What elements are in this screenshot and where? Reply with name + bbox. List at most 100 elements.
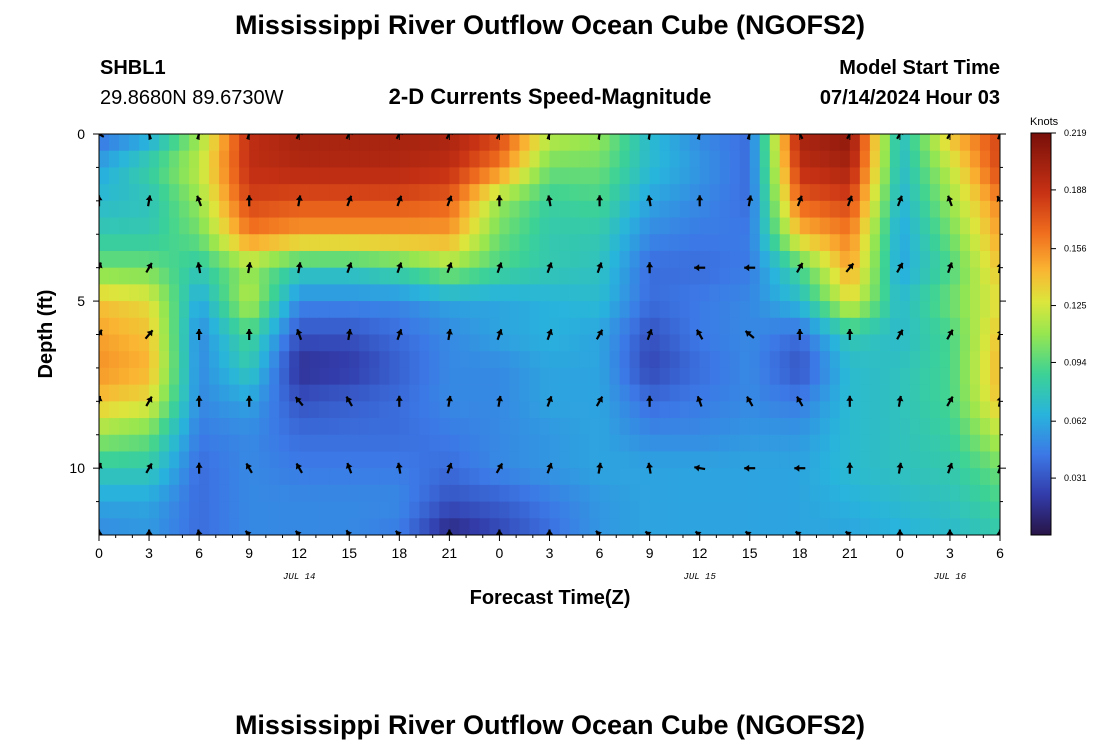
heat-cell	[799, 351, 811, 369]
heat-cell	[989, 451, 1000, 469]
heat-cell	[139, 451, 150, 469]
heat-cell	[209, 367, 220, 386]
heat-cell	[659, 134, 671, 152]
heat-cell	[329, 418, 340, 436]
arrow-head	[146, 463, 153, 470]
heat-cell	[409, 134, 420, 152]
heat-cell	[839, 150, 851, 169]
heat-cell	[799, 250, 811, 269]
heat-cell	[559, 501, 571, 519]
heat-cell	[289, 451, 300, 469]
heat-cell	[209, 384, 220, 402]
x-tick-label: 12	[692, 545, 708, 561]
heat-cell	[659, 184, 671, 202]
heat-cell	[879, 184, 891, 202]
heat-cell	[849, 150, 861, 169]
heat-cell	[539, 468, 551, 486]
heat-cell	[739, 434, 751, 453]
heat-cell	[219, 301, 230, 319]
heat-cell	[119, 451, 130, 469]
arrow-head	[896, 195, 904, 202]
arrow-head	[596, 195, 604, 201]
heat-cell	[879, 217, 891, 235]
heat-cell	[519, 234, 531, 252]
heat-cell	[839, 518, 851, 535]
heat-cell	[869, 518, 881, 535]
current-arrow	[446, 195, 453, 207]
heat-cell	[399, 468, 410, 486]
heat-cell	[819, 384, 831, 402]
main-title: Mississippi River Outflow Ocean Cube (NG…	[234, 10, 866, 40]
heat-cell	[459, 217, 471, 235]
heat-cell	[249, 234, 260, 252]
heat-cell	[759, 200, 771, 219]
current-arrow	[996, 262, 1000, 274]
heat-cell	[679, 134, 691, 152]
heat-cell	[109, 418, 120, 436]
heat-cell	[669, 167, 681, 185]
heat-cell	[609, 367, 621, 386]
heat-cell	[129, 234, 140, 252]
heat-cell	[309, 167, 320, 185]
heat-cell	[199, 284, 210, 302]
arrow-shaft	[896, 134, 902, 140]
heat-cell	[909, 384, 921, 402]
heat-cell	[849, 250, 861, 269]
colorbar-tick-label: 0.156	[1064, 244, 1087, 254]
heat-cell	[649, 217, 661, 235]
heat-cell	[719, 150, 731, 169]
heat-cell	[569, 384, 581, 402]
heat-cell	[759, 150, 771, 169]
heat-cell	[639, 134, 651, 152]
heat-cell	[659, 301, 671, 319]
heat-cell	[99, 501, 110, 519]
heat-cell	[309, 468, 320, 486]
heat-cell	[949, 301, 961, 319]
heat-cell	[209, 334, 220, 352]
heat-cell	[959, 301, 971, 319]
heat-cell	[309, 418, 320, 436]
heat-cell	[279, 451, 290, 469]
heat-cell	[409, 501, 420, 519]
heat-cell	[969, 250, 981, 269]
heat-cell	[899, 501, 911, 519]
heat-cell	[439, 501, 450, 519]
current-arrow	[145, 195, 153, 207]
heat-cell	[109, 167, 120, 185]
heat-cell	[939, 217, 951, 235]
heat-cell	[809, 250, 821, 269]
heat-cell	[189, 134, 200, 152]
heat-cell	[629, 334, 641, 352]
heat-cell	[739, 418, 751, 436]
heat-cell	[189, 367, 200, 386]
heat-cell	[309, 484, 320, 503]
heat-cell	[989, 267, 1000, 285]
heat-cell	[299, 468, 310, 486]
heat-cell	[829, 518, 841, 535]
heat-cell	[929, 284, 941, 302]
heat-cell	[979, 234, 991, 252]
heat-cell	[939, 317, 951, 336]
heat-cell	[959, 150, 971, 169]
heat-cell	[419, 451, 430, 469]
heat-cell	[469, 184, 481, 202]
heat-cell	[609, 134, 621, 152]
heat-cell	[979, 418, 991, 436]
heat-cell	[759, 351, 771, 369]
heat-cell	[339, 284, 350, 302]
heat-cell	[339, 217, 350, 235]
current-arrow	[844, 530, 852, 535]
heat-cell	[449, 184, 460, 202]
heat-cell	[699, 284, 711, 302]
heat-cell	[349, 317, 360, 336]
heat-cell	[349, 451, 360, 469]
heat-cell	[589, 351, 601, 369]
heat-cell	[859, 217, 871, 235]
heat-cell	[689, 134, 701, 152]
heat-cell	[269, 334, 280, 352]
heat-cell	[599, 367, 611, 386]
heat-cell	[499, 351, 511, 369]
arrow-head	[652, 134, 654, 135]
heat-cell	[529, 301, 541, 319]
heat-cell	[489, 250, 501, 269]
